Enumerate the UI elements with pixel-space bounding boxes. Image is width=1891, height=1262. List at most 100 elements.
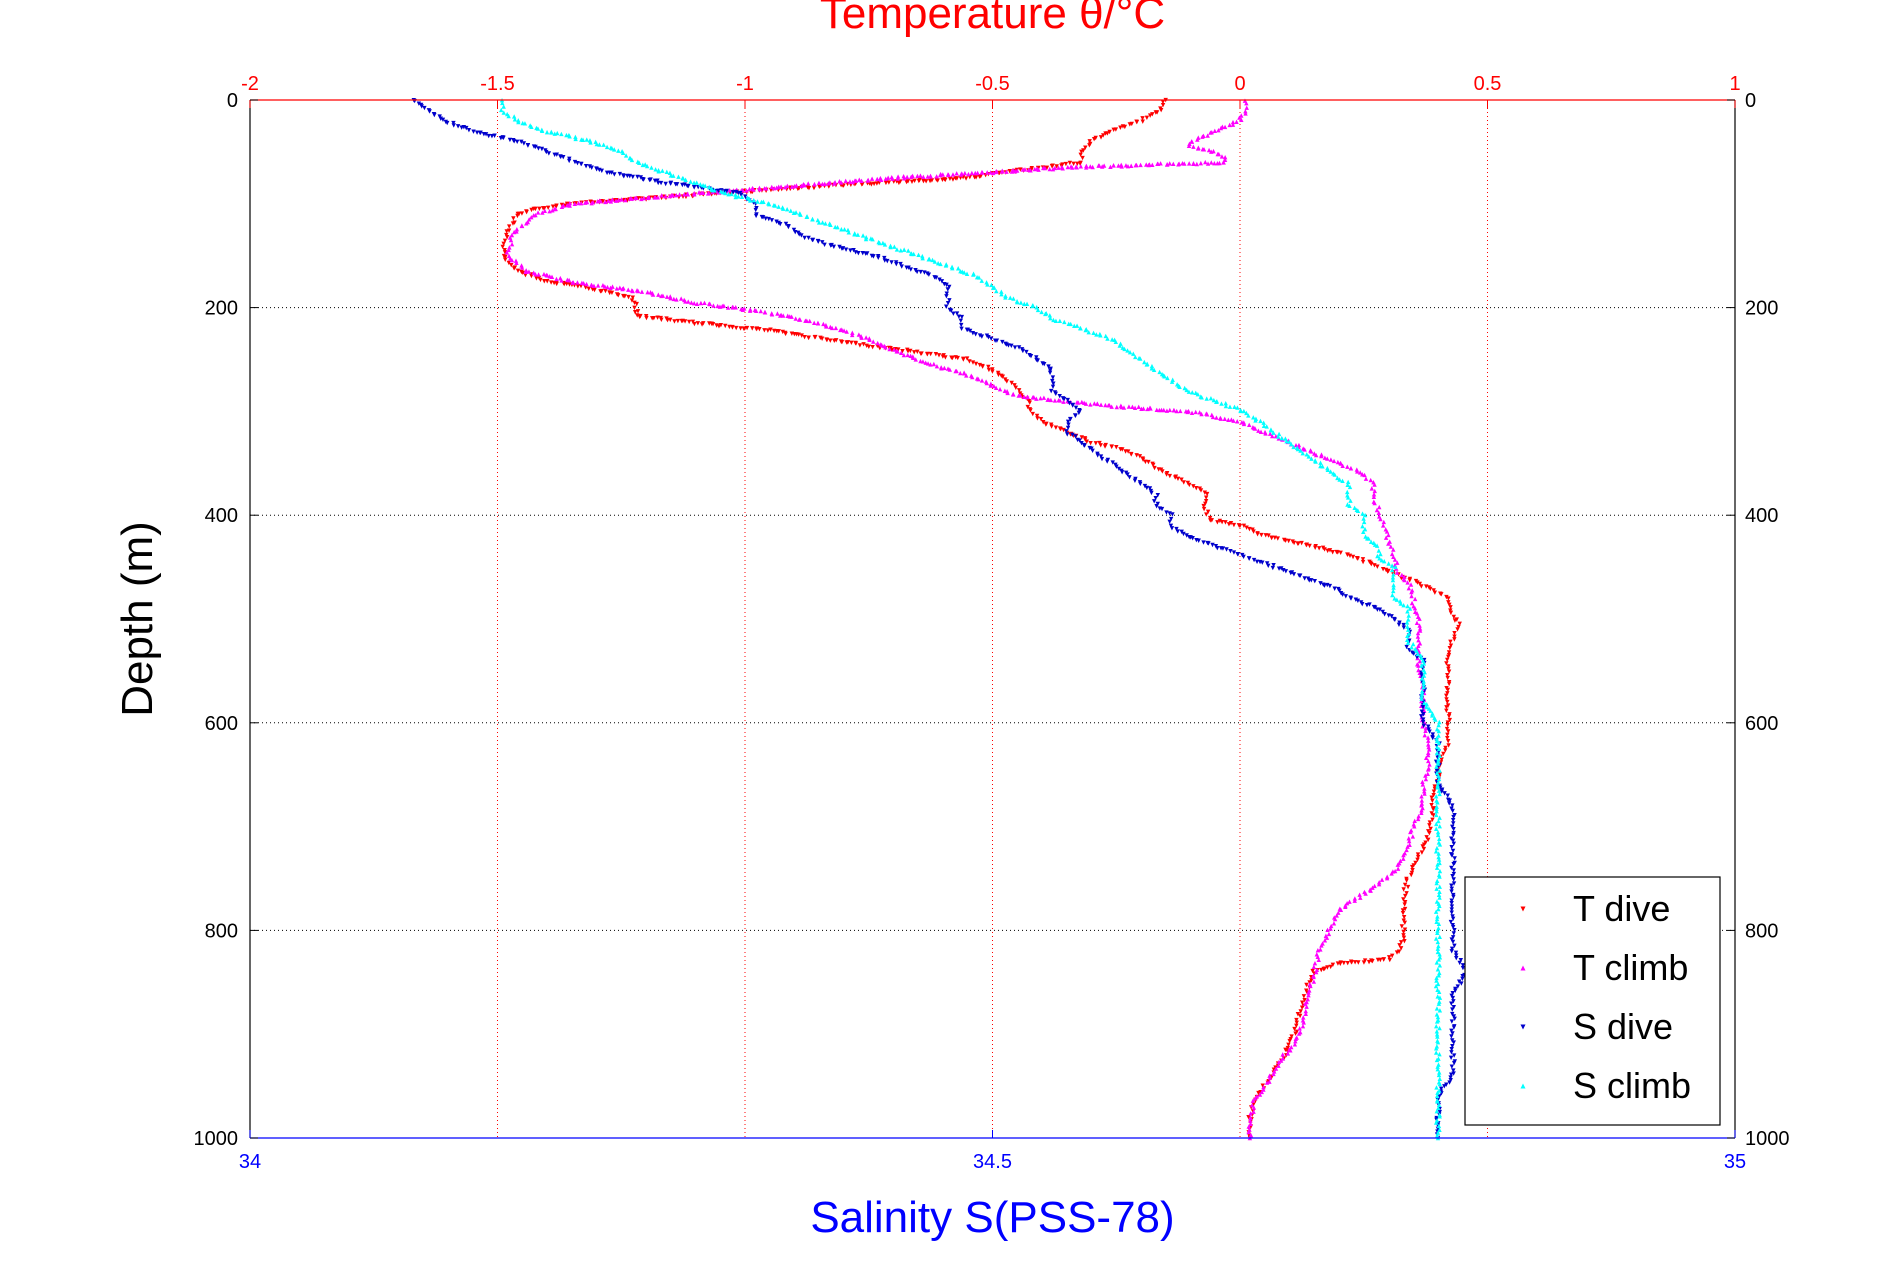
data-point <box>538 277 543 283</box>
data-point <box>792 184 797 189</box>
data-point <box>635 288 641 294</box>
data-point <box>1352 505 1357 511</box>
data-point <box>1446 654 1451 660</box>
data-point <box>1018 300 1024 305</box>
data-point <box>1190 390 1195 395</box>
data-point <box>860 233 866 238</box>
data-point <box>604 144 610 150</box>
data-point <box>901 247 907 252</box>
data-point <box>572 201 577 207</box>
data-point <box>688 179 693 184</box>
data-point <box>1422 732 1427 738</box>
top-tick-label: 0.5 <box>1474 73 1502 95</box>
data-point <box>852 232 857 237</box>
data-point <box>1048 315 1053 321</box>
bottom-tick-label: 34.5 <box>973 1151 1012 1173</box>
data-point <box>1416 663 1421 668</box>
data-point <box>1231 550 1237 555</box>
data-point <box>1366 536 1371 541</box>
data-point <box>1239 113 1244 118</box>
data-point <box>575 160 580 166</box>
data-point <box>806 335 811 341</box>
data-point <box>1304 982 1309 988</box>
data-point <box>1336 910 1341 915</box>
data-point <box>1423 776 1429 782</box>
data-point <box>510 221 516 226</box>
data-point <box>1449 949 1454 954</box>
data-point <box>1434 1108 1439 1114</box>
data-point <box>603 199 608 205</box>
data-point <box>1202 490 1208 495</box>
data-point <box>911 251 916 257</box>
data-point <box>504 229 509 234</box>
data-point <box>1300 450 1305 456</box>
data-point <box>1451 877 1456 882</box>
data-point <box>1025 394 1030 400</box>
data-point <box>1408 582 1414 587</box>
data-point <box>1280 1052 1285 1057</box>
data-point <box>1362 526 1368 532</box>
data-point <box>507 137 513 143</box>
data-point <box>1271 430 1276 435</box>
data-point <box>1204 396 1209 401</box>
data-point <box>839 339 845 345</box>
data-point <box>1443 748 1448 753</box>
data-point <box>1416 637 1421 643</box>
data-point <box>933 275 939 281</box>
data-point <box>1034 355 1039 360</box>
data-point <box>1020 167 1026 172</box>
data-point <box>1057 318 1063 324</box>
data-point <box>1450 939 1456 945</box>
data-point <box>1237 523 1243 529</box>
data-point <box>1389 614 1394 619</box>
data-point <box>701 321 706 326</box>
left-tick-label: 400 <box>205 505 238 527</box>
data-point <box>1451 1025 1457 1030</box>
data-point <box>595 283 601 288</box>
data-point <box>1270 433 1275 439</box>
data-point <box>1322 547 1327 552</box>
data-point <box>1167 407 1173 413</box>
data-point <box>1292 1026 1297 1032</box>
data-point <box>1404 891 1409 896</box>
data-point <box>1150 112 1155 117</box>
data-point <box>1415 655 1420 661</box>
data-point <box>1251 557 1257 563</box>
data-point <box>966 171 971 177</box>
data-point <box>1394 570 1400 575</box>
data-point <box>639 196 644 202</box>
data-point <box>531 213 536 218</box>
data-point <box>821 321 826 327</box>
data-point <box>1368 477 1373 483</box>
data-point <box>711 303 716 308</box>
data-point <box>1434 975 1439 981</box>
data-point <box>1276 1059 1282 1065</box>
data-point <box>1372 500 1377 506</box>
data-point <box>492 133 497 138</box>
data-point <box>588 140 593 145</box>
data-point <box>1439 1086 1444 1091</box>
data-point <box>1452 630 1457 636</box>
data-point <box>1390 575 1396 580</box>
data-point <box>1127 475 1132 480</box>
data-point <box>900 348 905 354</box>
data-point <box>1450 990 1455 996</box>
data-point <box>1448 608 1453 613</box>
data-point <box>1451 1068 1456 1073</box>
data-point <box>1437 895 1442 900</box>
data-point <box>1390 592 1395 598</box>
data-point <box>1416 814 1421 819</box>
data-point <box>1318 460 1323 465</box>
data-point <box>554 152 559 157</box>
data-point <box>597 142 602 147</box>
data-point <box>1371 492 1377 497</box>
data-point <box>1258 418 1263 424</box>
data-point <box>595 199 600 204</box>
data-point <box>1448 610 1454 616</box>
data-point <box>583 163 589 169</box>
data-point <box>1114 464 1119 469</box>
data-point <box>1168 523 1174 529</box>
top-tick-label: -2 <box>241 73 259 95</box>
data-point <box>1138 356 1143 361</box>
data-point <box>1417 616 1422 621</box>
